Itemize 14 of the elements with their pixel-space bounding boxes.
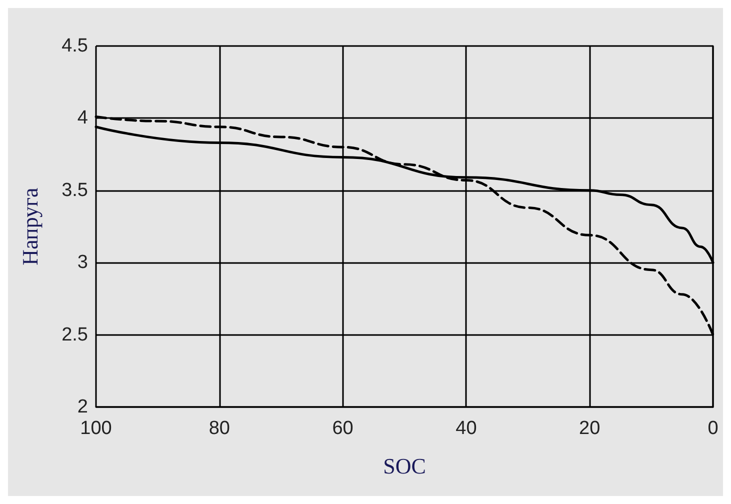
x-tick-label: 100 <box>80 418 112 439</box>
y-tick-label: 3.5 <box>62 180 88 201</box>
y-tick-label: 4.5 <box>62 36 88 56</box>
y-tick-label: 4 <box>77 108 88 129</box>
y-tick-label: 2.5 <box>62 324 88 346</box>
x-tick-label: 40 <box>456 418 477 439</box>
y-axis-title: Напруга <box>18 187 42 266</box>
y-tick-label: 2 <box>77 396 88 418</box>
x-tick-label: 0 <box>708 418 718 439</box>
x-tick-label: 80 <box>208 418 230 439</box>
y-tick-label: 3 <box>77 252 88 274</box>
x-tick-label: 60 <box>332 418 354 439</box>
x-tick-label: 20 <box>579 418 600 439</box>
x-axis-title: SOC <box>383 454 426 478</box>
